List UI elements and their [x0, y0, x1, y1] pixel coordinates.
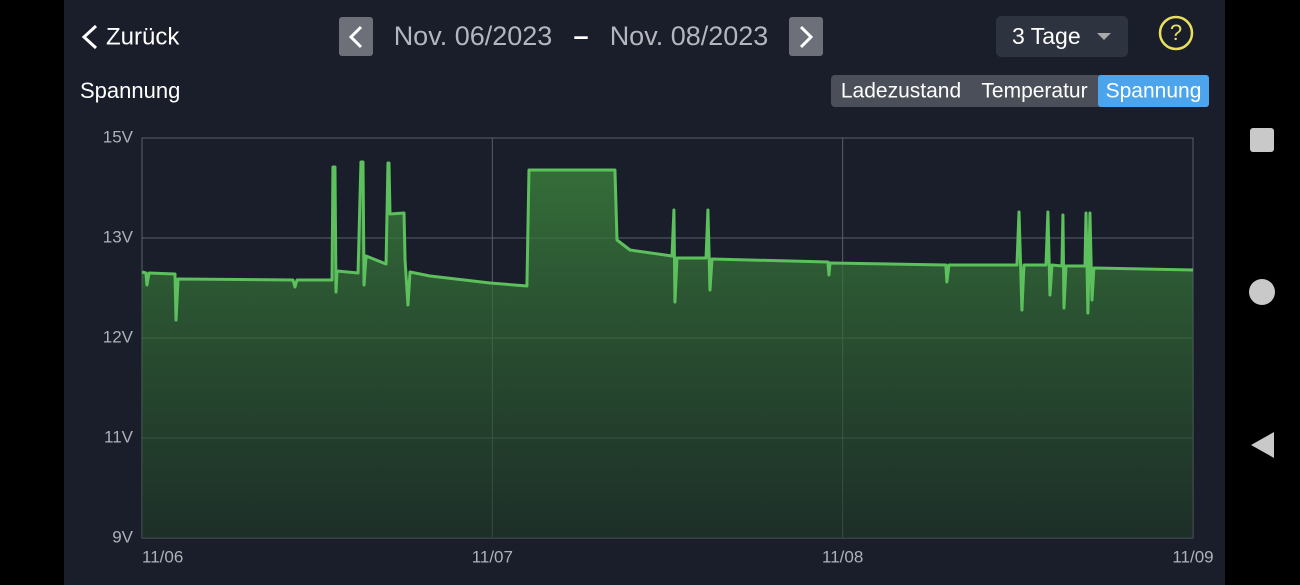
help-button[interactable]: [1158, 15, 1194, 51]
date-separator: –: [573, 21, 588, 51]
tab[interactable]: Ladezustand: [841, 80, 961, 103]
x-tick-label: 11/08: [822, 547, 863, 566]
prev-icon: [348, 25, 363, 49]
dropdown-arrow: [1097, 33, 1111, 40]
line: [141, 160, 1194, 322]
next-icon: [799, 25, 814, 49]
y-tick-label: 9V: [112, 527, 133, 546]
range-dropdown[interactable]: [996, 16, 1128, 57]
x-tick-label: 11/06: [142, 547, 183, 566]
back-icon[interactable]: [81, 24, 98, 50]
tab[interactable]: Temperatur: [981, 80, 1087, 103]
range-label: 3 Tage: [1012, 23, 1081, 49]
back-button[interactable]: Zurück: [106, 23, 180, 50]
tab[interactable]: Spannung: [1106, 80, 1202, 103]
date-to: Nov. 08/2023: [610, 21, 769, 51]
nav-back[interactable]: [1251, 432, 1274, 458]
help-icon: ?: [1170, 20, 1182, 45]
tab-selected: [1098, 75, 1209, 107]
chart-title: Spannung: [80, 78, 180, 103]
x-tick-label: 11/07: [472, 547, 513, 566]
y-tick-label: 12V: [103, 327, 134, 346]
prev-button[interactable]: [339, 17, 373, 56]
y-tick-label: 15V: [103, 127, 134, 146]
next-button[interactable]: [789, 17, 823, 56]
y-tick-label: 11V: [104, 427, 134, 446]
nav-home[interactable]: [1249, 279, 1275, 305]
y-tick-label: 13V: [103, 227, 134, 246]
nav-recent[interactable]: [1250, 128, 1274, 152]
date-from: Nov. 06/2023: [394, 21, 553, 51]
x-tick-label: 11/09: [1172, 547, 1213, 566]
